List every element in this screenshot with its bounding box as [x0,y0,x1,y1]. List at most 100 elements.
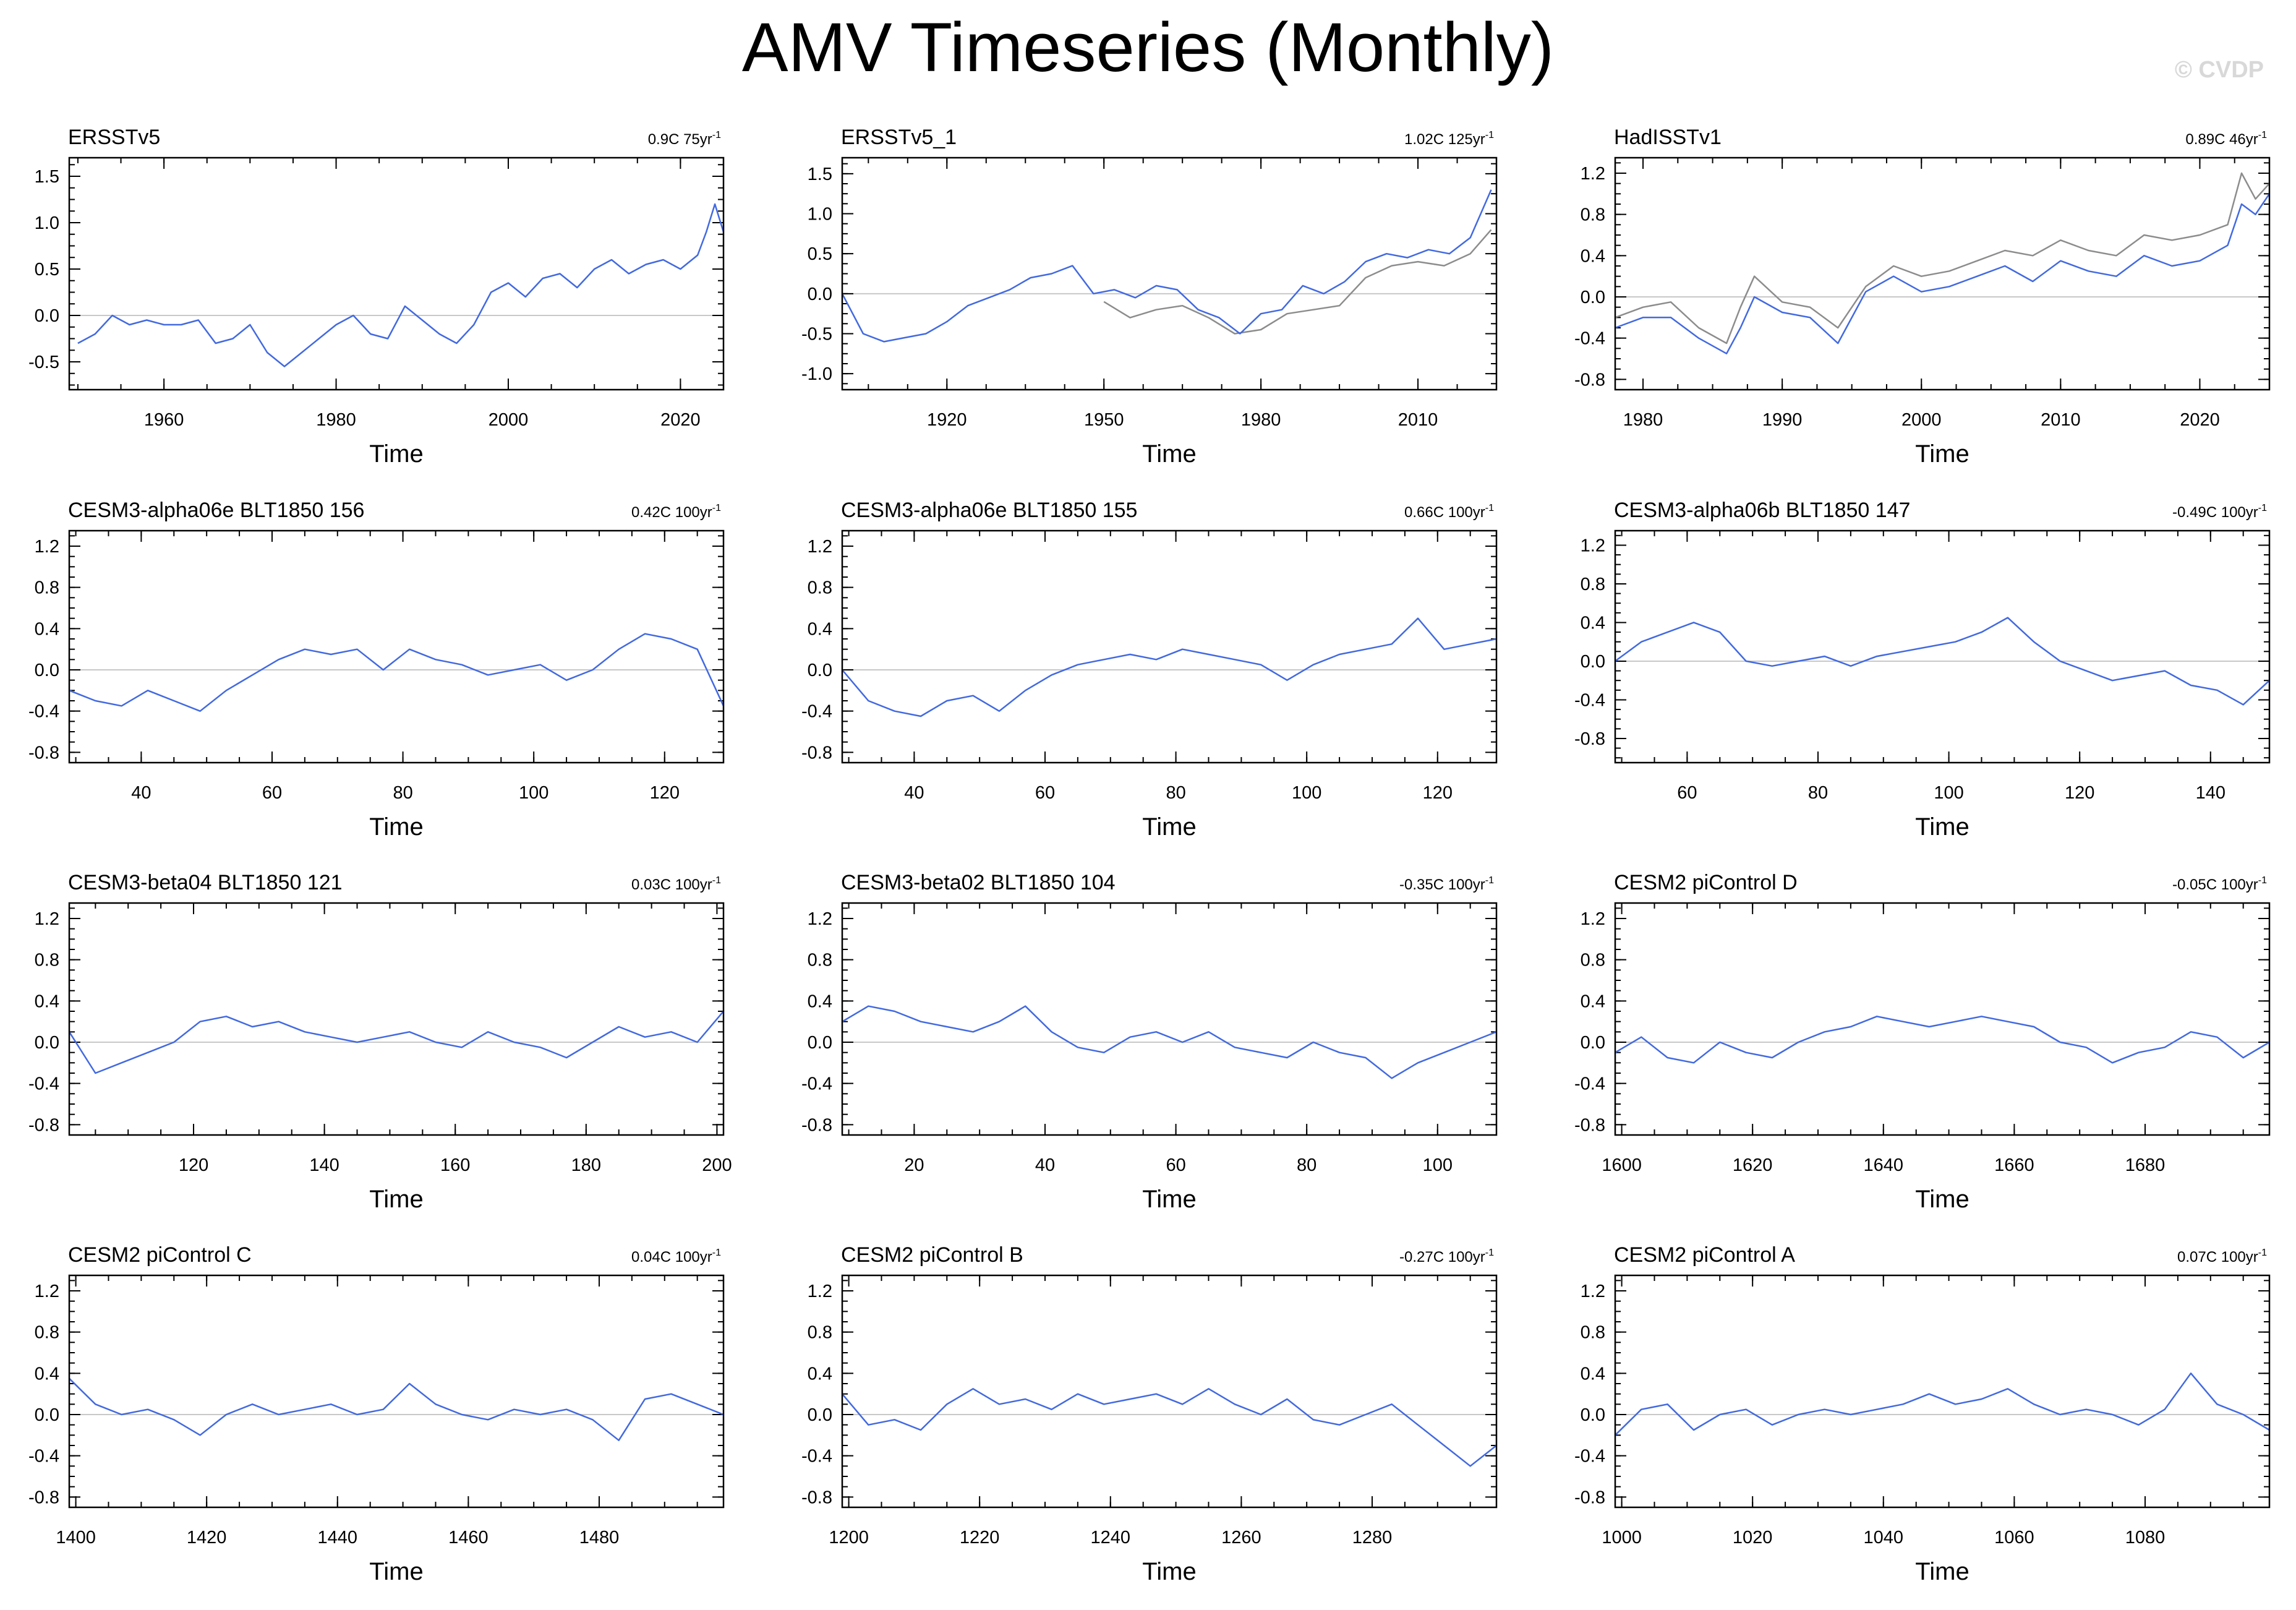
y-tick-label: -0.8 [28,743,59,763]
x-tick-label: 80 [393,783,412,803]
panel-title: CESM3-alpha06b BLT1850 147 [1614,499,1910,522]
y-tick-label: -1.0 [801,364,832,384]
panel-6: CESM3-alpha06b BLT1850 147 -0.49C 100yr-1… [1574,499,2271,841]
trend-exponent: -1 [1485,1248,1494,1258]
x-tick-label: 1080 [2125,1528,2166,1548]
y-tick-label: 0.8 [808,951,832,970]
trend-annotation: 0.66C 100yr-1 [1404,503,1494,521]
trend-value: -0.05C 100yr [2172,876,2258,893]
x-tick-label: 40 [131,783,151,803]
x-tick-label: 2000 [1901,410,1942,430]
x-tick-label: 1000 [1602,1528,1642,1548]
x-tick-label: 1980 [1623,410,1663,430]
y-tick-label: -0.8 [1574,370,1605,390]
x-axis-label: Time [369,1186,423,1213]
trend-annotation: 1.02C 125yr-1 [1404,130,1494,148]
x-tick-label: 60 [1035,783,1055,803]
x-tick-label: 1950 [1084,410,1124,430]
y-tick-label: 0.4 [35,619,59,639]
y-tick-label: -0.5 [801,324,832,344]
x-tick-label: 40 [904,783,924,803]
x-axis-label: Time [1915,1558,1969,1585]
x-tick-label: 60 [1677,783,1697,803]
plot-frame [1614,1274,2271,1509]
y-tick-label: 0.8 [1581,205,1605,225]
x-tick-label: 80 [1297,1155,1317,1175]
plot-frame [841,529,1498,764]
y-tick-label: 0.0 [808,1405,832,1425]
y-tick-label: 0.4 [35,1364,59,1384]
panel-12: CESM2 piControl A 0.07C 100yr-1 1000 1020 10… [1574,1243,2271,1585]
trend-value: 0.9C 75yr [648,131,712,148]
x-tick-label: 80 [1808,783,1828,803]
x-tick-label: 100 [1423,1155,1453,1175]
panel-title: CESM2 piControl B [841,1243,1023,1267]
y-tick-label: 1.2 [35,1282,59,1301]
y-tick-label: 0.0 [808,1033,832,1053]
panel-10: CESM2 piControl C 0.04C 100yr-1 1400 1420 14… [28,1243,725,1585]
y-tick-label: 1.2 [808,909,832,929]
x-axis-label: Time [1915,1186,1969,1213]
panel-5: CESM3-alpha06e BLT1850 155 0.66C 100yr-1 4… [801,499,1498,841]
x-tick-label: 1480 [579,1528,620,1548]
trend-annotation: 0.9C 75yr-1 [648,130,721,148]
trend-annotation: -0.35C 100yr-1 [1399,875,1494,893]
y-tick-label: -0.4 [28,1074,59,1094]
x-axis-label: Time [1915,440,1969,468]
y-tick-label: 0.0 [35,1405,59,1425]
plot-frame [68,156,725,391]
panel-1: ERSSTv5 0.9C 75yr-1 1960 1980 2000 2020 -0.5 0.… [28,126,725,468]
panel-9: CESM2 piControl D -0.05C 100yr-1 1600 1620 1… [1574,871,2271,1213]
trend-exponent: -1 [712,875,721,886]
y-tick-label: 0.0 [35,661,59,680]
y-tick-label: -0.8 [28,1115,59,1135]
series-line-observed [1615,172,2270,345]
y-tick-label: 0.0 [808,661,832,680]
panel-7: CESM3-beta04 BLT1850 121 0.03C 100yr-1 120… [28,871,732,1213]
y-tick-label: 0.0 [1581,652,1605,672]
y-tick-label: 0.0 [35,306,59,326]
y-tick-label: 0.4 [808,991,832,1011]
plot-frame [68,1274,725,1509]
x-tick-label: 1440 [318,1528,358,1548]
panel-title: HadISSTv1 [1614,126,1722,149]
y-tick-label: 0.8 [1581,575,1605,594]
plot-frame [68,902,725,1136]
x-tick-label: 1640 [1864,1155,1904,1175]
y-tick-label: 0.4 [1581,613,1605,633]
plot-frame [1614,529,2271,764]
y-tick-label: 0.0 [1581,1033,1605,1053]
x-tick-label: 1660 [1994,1155,2034,1175]
x-tick-label: 60 [1166,1155,1185,1175]
x-tick-label: 120 [1423,783,1453,803]
trend-annotation: 0.03C 100yr-1 [631,875,721,893]
y-tick-label: 0.8 [35,951,59,970]
panel-2: ERSSTv5_1 1.02C 125yr-1 1920 1950 1980 2010 -1… [801,126,1498,468]
trend-value: 0.03C 100yr [631,876,712,893]
x-tick-label: 100 [519,783,548,803]
panel-8: CESM3-beta02 BLT1850 104 -0.35C 100yr-1 20… [801,871,1498,1213]
x-tick-label: 1600 [1602,1155,1642,1175]
trend-value: 1.02C 125yr [1404,131,1485,148]
x-tick-label: 80 [1166,783,1185,803]
panel-title: CESM2 piControl A [1614,1243,1795,1267]
trend-annotation: 0.89C 46yr-1 [2185,130,2267,148]
trend-exponent: -1 [712,130,721,140]
y-tick-label: 0.5 [808,244,832,264]
y-tick-label: -0.4 [28,702,59,722]
x-tick-label: 2020 [660,410,701,430]
series-line [1615,1372,2270,1436]
series-line [69,633,725,712]
y-tick-label: -0.8 [28,1488,59,1507]
y-tick-label: 1.0 [35,213,59,233]
trend-exponent: -1 [2258,875,2267,886]
y-tick-label: 1.2 [1581,909,1605,929]
x-tick-label: 60 [262,783,282,803]
x-tick-label: 1980 [1241,410,1281,430]
y-tick-label: 0.0 [808,285,832,304]
plot-frame [841,1274,1498,1509]
panel-title: CESM3-beta02 BLT1850 104 [841,871,1116,894]
trend-annotation: 0.07C 100yr-1 [2177,1248,2267,1265]
trend-value: 0.04C 100yr [631,1249,712,1265]
